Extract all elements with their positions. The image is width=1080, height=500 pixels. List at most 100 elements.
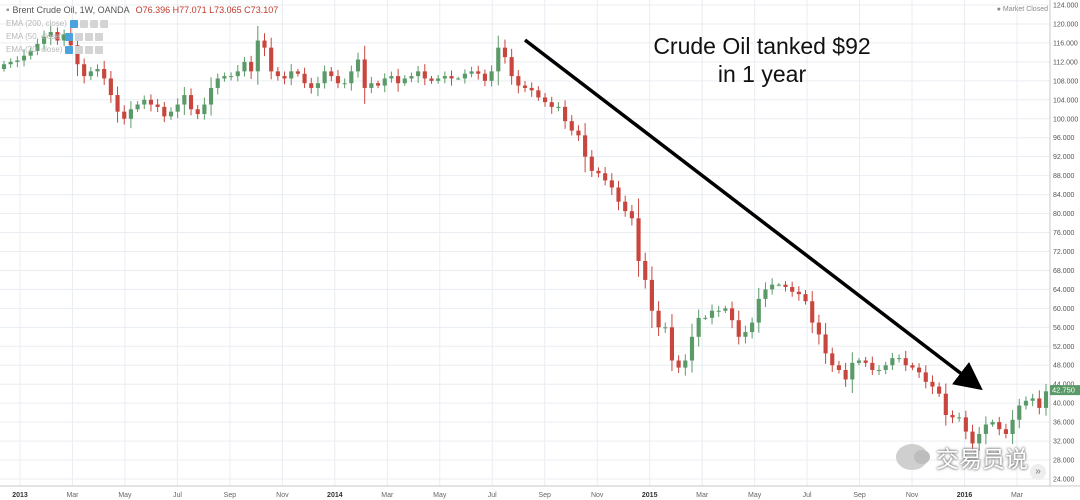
candle bbox=[997, 416, 1002, 436]
chart-annotation: Crude Oil tanked $92 in 1 year bbox=[612, 32, 912, 88]
x-tick-label: Mar bbox=[1011, 492, 1024, 499]
price-axis[interactable]: 24.00028.00032.00036.00040.00044.00048.0… bbox=[1049, 0, 1080, 486]
settings-icon[interactable] bbox=[79, 19, 88, 28]
candle bbox=[1023, 396, 1029, 410]
candle bbox=[429, 75, 434, 84]
candle bbox=[723, 305, 728, 314]
candle bbox=[850, 352, 855, 394]
market-status: ● Market Closed bbox=[996, 6, 1048, 13]
scroll-to-end-button[interactable]: » bbox=[1030, 464, 1046, 480]
candle bbox=[983, 416, 988, 445]
x-tick-label: Sep bbox=[224, 492, 237, 499]
square-icon[interactable]: ▪ bbox=[6, 5, 10, 16]
candle bbox=[282, 71, 287, 85]
candle bbox=[1043, 383, 1049, 416]
candle bbox=[669, 314, 675, 372]
candle bbox=[529, 82, 534, 97]
trend-arrow bbox=[523, 38, 983, 391]
y-tick-label: 116.000 bbox=[1053, 40, 1078, 47]
more-icon[interactable] bbox=[85, 32, 94, 41]
y-tick-label: 60.000 bbox=[1053, 306, 1075, 313]
close-icon[interactable] bbox=[95, 45, 104, 54]
candle bbox=[910, 362, 915, 371]
candle bbox=[643, 252, 648, 289]
candle bbox=[28, 47, 33, 60]
candle bbox=[389, 71, 394, 83]
y-tick-label: 120.000 bbox=[1053, 21, 1078, 28]
eye-icon[interactable] bbox=[65, 32, 74, 41]
more-icon[interactable] bbox=[89, 19, 98, 28]
candle bbox=[683, 354, 688, 376]
candle bbox=[576, 125, 581, 141]
candle bbox=[763, 282, 768, 308]
candle bbox=[883, 361, 888, 375]
y-tick-label: 80.000 bbox=[1053, 211, 1075, 218]
candle bbox=[636, 198, 641, 277]
candle bbox=[990, 419, 995, 427]
settings-icon[interactable] bbox=[75, 45, 84, 54]
candle bbox=[943, 383, 948, 426]
x-tick-label: Mar bbox=[66, 492, 79, 499]
candle bbox=[168, 107, 174, 120]
time-axis[interactable]: 2013 Mar May Jul Sep Nov 2014 Mar May Jul Sep Nov 20… bbox=[0, 485, 1080, 500]
close-icon[interactable] bbox=[95, 32, 104, 41]
eye-icon[interactable] bbox=[69, 19, 78, 28]
candle bbox=[309, 77, 314, 94]
indicator-row[interactable]: EMA (20, close) bbox=[6, 43, 278, 56]
candle bbox=[810, 291, 815, 334]
y-tick-label: 72.000 bbox=[1053, 249, 1075, 256]
close-icon[interactable] bbox=[99, 19, 108, 28]
y-tick-label: 24.000 bbox=[1053, 477, 1075, 484]
candle bbox=[830, 347, 835, 372]
candle bbox=[917, 363, 922, 378]
candle bbox=[21, 49, 27, 67]
y-tick-label: 96.000 bbox=[1053, 135, 1075, 142]
candle bbox=[35, 38, 40, 56]
candle bbox=[963, 410, 968, 440]
candle bbox=[162, 101, 167, 123]
indicator-label: EMA (50, close) bbox=[6, 32, 63, 41]
x-tick-label: Nov bbox=[276, 492, 289, 499]
candle bbox=[436, 74, 441, 84]
candle bbox=[456, 76, 461, 80]
settings-icon[interactable] bbox=[75, 32, 84, 41]
candle bbox=[8, 58, 13, 68]
candle bbox=[596, 167, 601, 178]
y-tick-label: 112.000 bbox=[1053, 59, 1078, 66]
candle bbox=[148, 94, 154, 112]
eye-icon[interactable] bbox=[65, 45, 74, 54]
indicator-row[interactable]: EMA (50, close) bbox=[6, 30, 278, 43]
candle bbox=[416, 65, 421, 84]
candle bbox=[649, 266, 654, 328]
candle bbox=[355, 52, 361, 78]
candle bbox=[937, 382, 942, 397]
watermark-text: 交易员说 bbox=[936, 447, 1028, 473]
x-tick-label: 2014 bbox=[327, 492, 343, 499]
annotation-line: Crude Oil tanked $92 bbox=[653, 33, 871, 59]
candle bbox=[896, 354, 902, 363]
candle bbox=[756, 287, 761, 333]
last-price-text: 42.750 bbox=[1052, 386, 1075, 395]
indicator-row[interactable]: EMA (200, close) bbox=[6, 17, 278, 30]
ohlc-values: O76.396 H77.071 L73.065 C73.107 bbox=[135, 5, 279, 15]
candle bbox=[329, 66, 334, 82]
x-tick-label: Nov bbox=[906, 492, 919, 499]
y-tick-label: 40.000 bbox=[1053, 401, 1075, 408]
candle bbox=[396, 68, 401, 92]
candle bbox=[1037, 390, 1042, 415]
candle bbox=[242, 56, 247, 77]
candle bbox=[663, 322, 668, 333]
candle bbox=[135, 101, 140, 112]
x-tick-label: May bbox=[748, 492, 762, 499]
x-tick-label: 2016 bbox=[957, 492, 973, 499]
candle bbox=[776, 283, 781, 287]
more-icon[interactable] bbox=[85, 45, 94, 54]
candle bbox=[482, 69, 487, 87]
candle bbox=[689, 323, 695, 373]
candle bbox=[930, 375, 935, 395]
y-tick-label: 68.000 bbox=[1053, 268, 1075, 275]
candle bbox=[75, 33, 80, 77]
candle bbox=[62, 29, 67, 47]
y-tick-label: 124.000 bbox=[1053, 3, 1078, 10]
